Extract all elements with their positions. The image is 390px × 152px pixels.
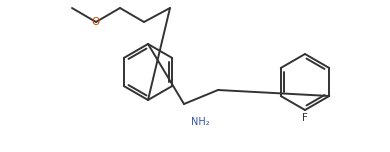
Text: F: F bbox=[302, 113, 308, 123]
Text: O: O bbox=[92, 17, 100, 27]
Text: NH₂: NH₂ bbox=[191, 117, 209, 127]
